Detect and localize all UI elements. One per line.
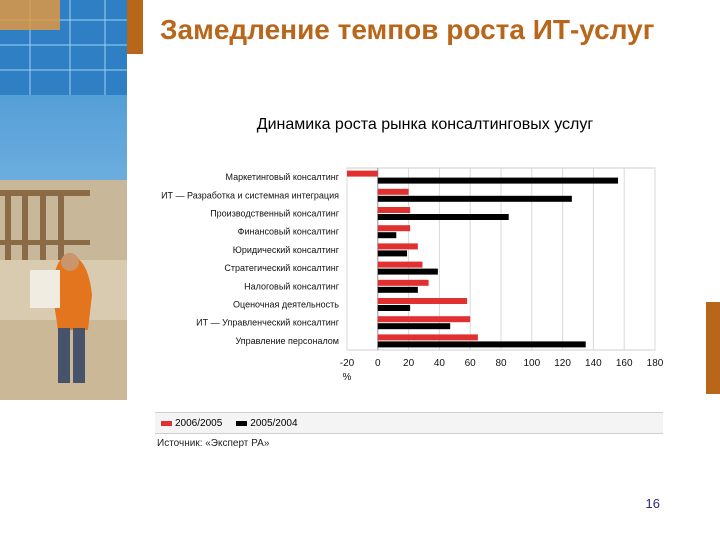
- x-unit-label: %: [343, 372, 352, 383]
- bar-red: [377, 243, 418, 250]
- legend-label: 2005/2004: [250, 417, 298, 429]
- bar-red: [377, 188, 409, 195]
- bar-black: [377, 177, 619, 184]
- chart-legend: 2006/2005 2005/2004: [155, 412, 663, 434]
- x-tick-label: 60: [465, 358, 477, 369]
- bar-red: [377, 316, 471, 323]
- x-tick-label: 0: [375, 358, 381, 369]
- bar-black: [377, 195, 572, 202]
- page-number: 16: [645, 496, 660, 511]
- bar-chart: Маркетинговый консалтинг ИТ — Разработка …: [161, 167, 664, 383]
- x-tick-label: -20: [340, 358, 355, 369]
- bar-red: [377, 225, 411, 232]
- bar-black: [377, 250, 408, 257]
- x-tick-label: 120: [554, 358, 571, 369]
- category-label: Оценочная деятельность: [233, 300, 339, 310]
- category-label: Налоговый консалтинг: [244, 281, 340, 291]
- legend-item-2005-2004: 2005/2004: [236, 417, 298, 429]
- legend-label: 2006/2005: [175, 417, 223, 429]
- x-tick-label: 160: [616, 358, 633, 369]
- category-label: Управление персоналом: [235, 336, 339, 346]
- bar-red: [377, 334, 478, 341]
- slide-title: Замедление темпов роста ИТ-услуг: [160, 14, 655, 45]
- legend-item-2006-2005: 2006/2005: [161, 418, 222, 429]
- bar-black: [377, 305, 411, 311]
- bar-black: [377, 323, 451, 330]
- x-tick-label: 80: [495, 358, 507, 369]
- bar-black: [377, 341, 586, 348]
- x-tick-label: 20: [403, 358, 415, 369]
- legend-swatch-black: [236, 420, 248, 426]
- category-label: ИТ — Управленческий консалтинг: [196, 318, 340, 328]
- x-tick-label: 40: [434, 358, 446, 369]
- category-label: Финансовый консалтинг: [238, 227, 340, 237]
- source-note: Источник: «Эксперт РА»: [157, 438, 270, 449]
- legend-swatch-red: [161, 420, 172, 426]
- category-label: Стратегический консалтинг: [224, 263, 339, 273]
- bar-red: [377, 298, 468, 304]
- bar-black: [377, 214, 509, 220]
- x-tick-label: 100: [523, 358, 540, 369]
- x-tick-label: 140: [585, 358, 602, 369]
- bar-black: [377, 286, 418, 293]
- category-label: Юридический консалтинг: [233, 245, 340, 255]
- category-label: Производственный консалтинг: [210, 209, 340, 219]
- bar-red: [347, 170, 378, 177]
- bar-black: [377, 268, 438, 275]
- bar-red: [377, 279, 429, 286]
- category-label: Маркетинговый консалтинг: [225, 172, 339, 182]
- category-label: ИТ — Разработка и системная интеграция: [161, 190, 339, 200]
- accent-bar-right: [706, 302, 720, 394]
- construction-worker-photo: [0, 0, 127, 400]
- accent-bar-top: [127, 0, 143, 54]
- bar-black: [377, 232, 397, 239]
- chart-subtitle: Динамика роста рынка консалтинговых услу…: [256, 116, 594, 133]
- bar-red: [377, 261, 423, 268]
- x-tick-label: 180: [647, 358, 664, 369]
- bar-red: [377, 207, 411, 213]
